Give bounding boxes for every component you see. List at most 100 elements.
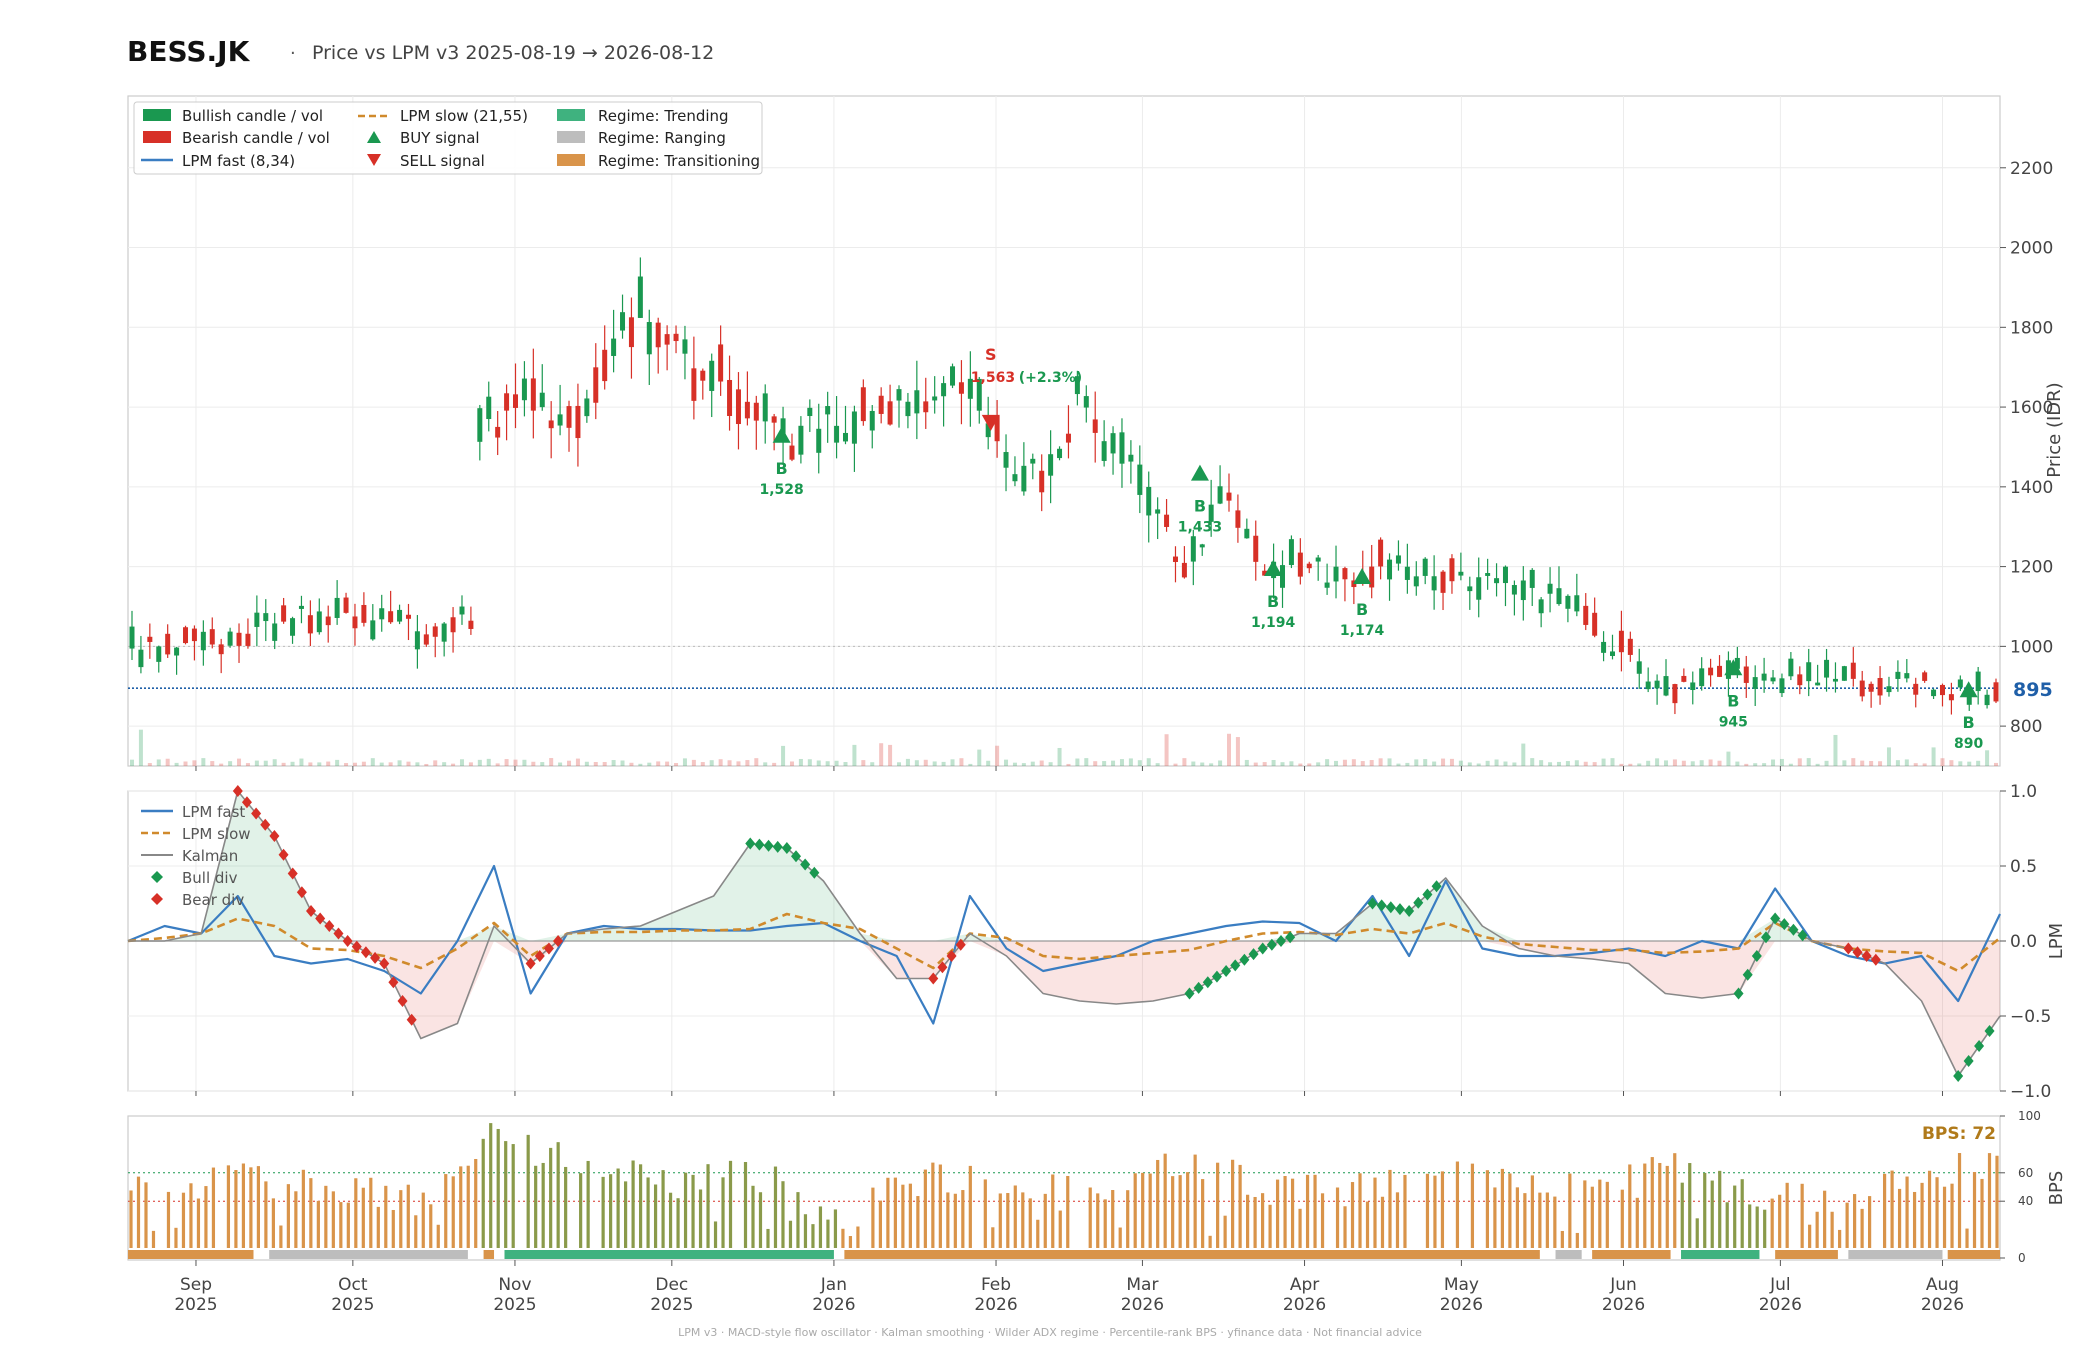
x-tick-label-month: Sep: [180, 1275, 212, 1295]
lpm-slow-line: [127, 912, 2001, 973]
candle-body: [950, 366, 956, 386]
bps-bar: [916, 1196, 920, 1248]
candle-body: [584, 398, 590, 417]
candle-body: [298, 605, 304, 609]
price-axis-title: Price (IDR): [2044, 382, 2065, 477]
bear-div-marker: [1870, 953, 1881, 966]
regime-band: [1555, 1250, 1582, 1259]
candle-body: [887, 401, 893, 425]
volume-bar: [522, 759, 527, 766]
candle-body: [976, 378, 982, 411]
volume-bar: [1851, 758, 1856, 766]
bear-div-marker: [315, 912, 326, 925]
candle-body: [593, 367, 599, 403]
volume-bar: [1539, 760, 1544, 766]
candle-body: [1966, 694, 1972, 705]
volume-bar: [1771, 759, 1776, 766]
bps-bar: [1972, 1172, 1977, 1248]
bps-bar: [841, 1228, 845, 1248]
bps-bar: [406, 1184, 410, 1248]
candle-body: [138, 649, 144, 668]
candle-body: [1449, 558, 1455, 582]
bull-div-marker: [1751, 950, 1762, 962]
candle-body: [1832, 678, 1838, 682]
volume-bar: [183, 761, 188, 766]
candle-body: [183, 627, 189, 644]
legend-swatch-transitioning: [557, 154, 585, 166]
volume-bar: [1824, 760, 1829, 766]
bear-div-marker: [388, 976, 399, 989]
bps-bar: [1583, 1180, 1587, 1248]
candle-body: [129, 626, 135, 649]
bps-bar: [241, 1163, 246, 1248]
bear-div-marker: [1861, 950, 1872, 962]
candle-body: [1824, 659, 1830, 678]
bps-axis-title: BPS: [2046, 1171, 2067, 1206]
bps-bar: [743, 1162, 748, 1248]
candle-body: [272, 623, 278, 641]
volume-bar: [1021, 763, 1026, 766]
regime-band: [1775, 1250, 1838, 1259]
volume-bar: [1111, 760, 1116, 766]
candle-body: [236, 632, 242, 646]
volume-bar: [1423, 759, 1428, 766]
bps-bar: [1823, 1190, 1827, 1248]
bear-div-marker: [1852, 946, 1863, 959]
bull-div-marker: [1963, 1055, 1974, 1067]
volume-bar: [1628, 763, 1633, 766]
bps-bar: [1118, 1227, 1122, 1248]
bps-bar: [324, 1185, 328, 1248]
candle-body: [1948, 694, 1954, 701]
bps-bar: [1785, 1182, 1789, 1248]
kalman-line: [128, 790, 2001, 1077]
bps-bar: [1860, 1208, 1864, 1248]
bps-bar: [923, 1169, 927, 1248]
volume-bar: [629, 762, 634, 766]
bps-bar: [369, 1177, 373, 1248]
volume-bar: [477, 759, 482, 766]
volume-bar: [1476, 763, 1481, 766]
bps-bar: [376, 1206, 380, 1248]
volume-bar: [1646, 760, 1651, 766]
volume-bar: [210, 761, 215, 766]
bps-bar: [908, 1183, 912, 1248]
bull-div-marker: [1984, 1025, 1995, 1037]
bps-bar: [683, 1172, 688, 1248]
bps-bar: [1043, 1193, 1047, 1248]
bps-bar: [1320, 1193, 1325, 1248]
bps-bar: [286, 1184, 290, 1248]
volume-bar: [1681, 760, 1686, 766]
volume-bar: [1004, 759, 1009, 766]
buy-signal-price: 890: [1954, 736, 1983, 752]
bps-bar: [1141, 1172, 1145, 1248]
candle-body: [1681, 675, 1687, 682]
volume-bar: [1209, 763, 1214, 766]
bps-bar: [1755, 1206, 1759, 1248]
bps-bar: [1838, 1229, 1842, 1248]
volume-bar: [1128, 758, 1133, 766]
title-separator: ·: [290, 43, 296, 64]
volume-bar: [504, 759, 509, 766]
volume-bar: [1432, 761, 1437, 766]
volume-bar: [593, 762, 598, 766]
volume-bar: [406, 761, 411, 766]
bps-bar: [1403, 1174, 1407, 1248]
volume-bar: [905, 758, 910, 766]
bps-bar: [721, 1177, 725, 1248]
bps-bar: [1590, 1186, 1594, 1248]
bps-bar: [1350, 1182, 1355, 1248]
bps-bar: [1455, 1161, 1460, 1248]
bps-bar: [249, 1167, 253, 1248]
volume-bar: [165, 758, 170, 766]
volume-bar: [1441, 758, 1446, 766]
lpm-y-tick-label: 0.5: [2010, 857, 2037, 877]
bps-bar: [579, 1173, 583, 1248]
volume-bar: [130, 759, 134, 766]
bps-bar: [728, 1160, 733, 1248]
volume-bar: [1556, 761, 1561, 766]
volume-bar: [1164, 734, 1169, 766]
candle-body: [1057, 448, 1063, 459]
x-tick-label-month: Oct: [338, 1275, 368, 1295]
candle-body: [1547, 583, 1553, 594]
